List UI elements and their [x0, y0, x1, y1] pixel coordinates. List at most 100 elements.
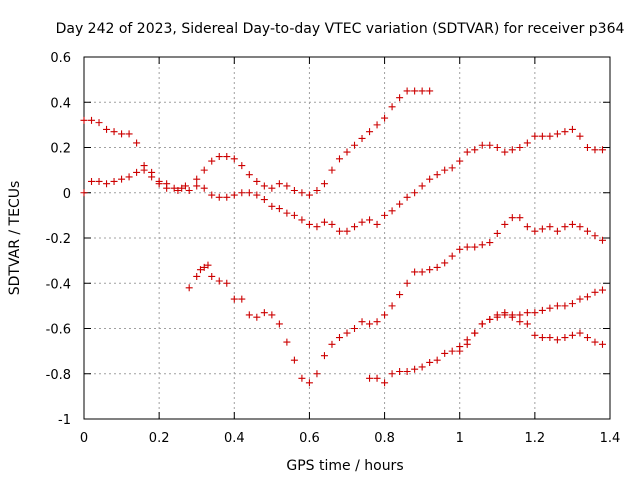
data-point-marker [471, 243, 479, 251]
data-point-marker [193, 272, 201, 280]
data-point-marker [328, 166, 336, 174]
data-point-marker [125, 173, 133, 181]
data-point-marker [448, 347, 456, 355]
data-point-marker [568, 331, 576, 339]
data-point-marker [223, 153, 231, 161]
data-point-marker [351, 223, 359, 231]
data-point-marker [268, 202, 276, 210]
data-point-marker [396, 291, 404, 299]
data-point-marker [204, 261, 212, 269]
data-point-marker [426, 87, 434, 95]
y-tick-labels: -1 -0.8 -0.6 -0.4 -0.2 0 0.2 0.4 0.6 [46, 51, 71, 428]
data-point-marker [80, 116, 88, 124]
data-point-marker [193, 182, 201, 190]
data-point-marker [215, 193, 223, 201]
satellite-track-5 [456, 311, 606, 355]
data-point-marker [366, 216, 374, 224]
data-point-marker [583, 293, 591, 301]
data-point-marker [426, 266, 434, 274]
data-point-marker [230, 191, 238, 199]
data-point-marker [133, 139, 141, 147]
data-point-marker [411, 365, 419, 373]
data-point-marker [411, 189, 419, 197]
data-point-marker [388, 370, 396, 378]
data-point-marker [268, 184, 276, 192]
data-point-marker [208, 157, 216, 165]
data-point-marker [433, 356, 441, 364]
data-point-marker [290, 356, 298, 364]
data-point-marker [418, 363, 426, 371]
data-point-marker [238, 189, 246, 197]
data-point-marker [591, 232, 599, 240]
data-point-marker [396, 200, 404, 208]
data-point-marker [441, 259, 449, 267]
data-point-marker [381, 311, 389, 319]
data-point-marker [238, 162, 246, 170]
data-point-marker [561, 223, 569, 231]
data-point-marker [366, 374, 374, 382]
data-point-marker [553, 302, 561, 310]
data-point-marker [253, 313, 261, 321]
data-point-marker [283, 182, 291, 190]
data-point-marker [373, 121, 381, 129]
data-point-marker [576, 223, 584, 231]
data-point-marker [523, 223, 531, 231]
data-point-marker [223, 279, 231, 287]
data-point-marker [373, 374, 381, 382]
data-point-marker [448, 164, 456, 172]
data-point-marker [546, 223, 554, 231]
data-points [80, 87, 606, 387]
data-point-marker [125, 130, 133, 138]
data-point-marker [583, 334, 591, 342]
data-point-marker [486, 239, 494, 247]
data-point-marker [313, 223, 321, 231]
data-point-marker [388, 302, 396, 310]
data-point-marker [253, 177, 261, 185]
data-point-marker [493, 144, 501, 151]
data-point-marker [591, 338, 599, 346]
data-point-marker [576, 132, 584, 140]
x-tick-label: 0.2 [149, 431, 170, 446]
data-point-marker [200, 166, 208, 174]
x-tick-label: 0 [80, 431, 88, 446]
data-point-marker [215, 277, 223, 285]
data-point-marker [88, 116, 96, 124]
data-point-marker [456, 245, 464, 253]
data-point-marker [366, 320, 374, 328]
data-point-marker [493, 229, 501, 237]
data-point-marker [546, 132, 554, 140]
data-point-marker [516, 214, 524, 222]
data-point-marker [553, 336, 561, 344]
data-point-marker [396, 367, 404, 375]
data-point-marker [343, 329, 351, 337]
data-point-marker [196, 266, 204, 274]
data-point-marker [456, 347, 464, 355]
data-point-marker [553, 130, 561, 138]
data-point-marker [283, 209, 291, 217]
data-point-marker [403, 279, 411, 287]
data-point-marker [531, 227, 539, 235]
data-point-marker [208, 191, 216, 199]
x-tick-label: 0.8 [374, 431, 395, 446]
data-point-marker [178, 184, 186, 192]
data-point-marker [411, 268, 419, 276]
data-point-marker [351, 141, 359, 149]
data-point-marker [561, 302, 569, 310]
data-point-marker [335, 334, 343, 342]
data-point-marker [163, 180, 171, 188]
data-point-marker [523, 320, 531, 328]
data-point-marker [433, 171, 441, 179]
data-point-marker [238, 295, 246, 303]
data-point-marker [531, 132, 539, 140]
data-point-marker [351, 325, 359, 332]
data-point-marker [118, 175, 126, 183]
data-point-marker [328, 220, 336, 228]
data-point-marker [381, 211, 389, 219]
data-point-marker [598, 286, 606, 294]
data-point-marker [283, 338, 291, 346]
data-point-marker [508, 146, 516, 154]
data-point-marker [388, 207, 396, 215]
data-point-marker [516, 318, 524, 326]
data-point-marker [358, 134, 366, 142]
data-point-marker [561, 128, 569, 136]
